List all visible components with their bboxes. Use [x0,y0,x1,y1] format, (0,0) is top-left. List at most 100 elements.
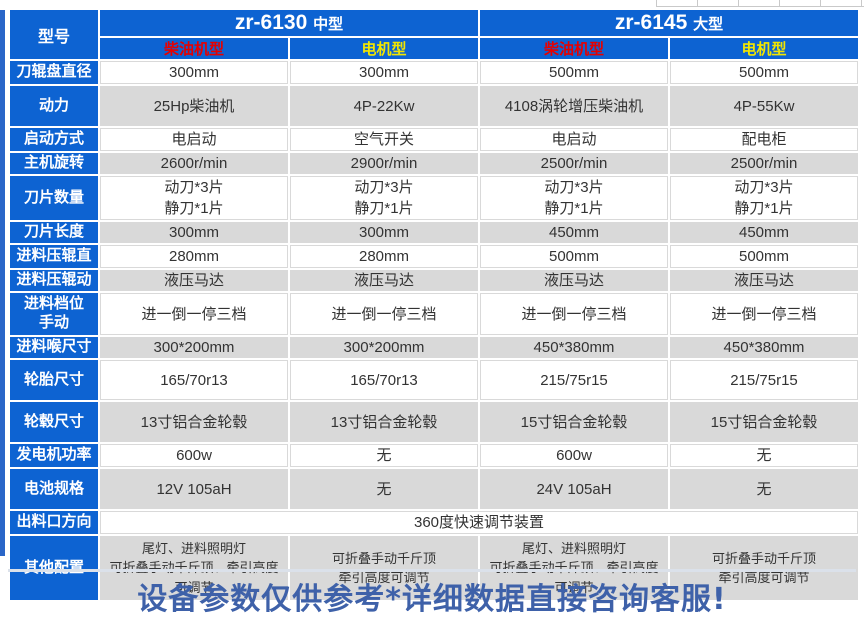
table-row: 轮胎尺寸 165/70r13 165/70r13 215/75r15 215/7… [10,360,858,400]
spec-value-cell: 450*380mm [480,337,668,358]
spec-value-cell: 300*200mm [100,337,288,358]
spec-value-cell: 13寸铝合金轮毂 [100,402,288,442]
spec-value-cell: 215/75r15 [670,360,858,400]
spec-value-cell: 配电柜 [670,128,858,151]
table-row: 进料压辊直 280mm 280mm 500mm 500mm [10,245,858,268]
spec-value-cell: 500mm [480,61,668,84]
table-row: 发电机功率 600w 无 600w 无 [10,444,858,467]
spec-value-cell: 进一倒一停三档 [100,293,288,335]
variant-header-electric: 电机型 [670,38,858,59]
variant-header-diesel: 柴油机型 [480,38,668,59]
spec-value-cell: 电启动 [480,128,668,151]
spec-row-label: 轮毂尺寸 [10,402,98,442]
model-size-tag: 大型 [693,16,724,33]
spec-row-label: 电池规格 [10,469,98,509]
spec-row-label: 启动方式 [10,128,98,151]
spec-value-cell: 4P-22Kw [290,86,478,126]
spec-value-cell: 215/75r15 [480,360,668,400]
spec-value-cell: 300mm [290,222,478,243]
gridline-tick [656,0,657,6]
table-row: 电池规格 12V 105aH 无 24V 105aH 无 [10,469,858,509]
spec-value-cell: 液压马达 [670,270,858,291]
spec-value-cell: 300*200mm [290,337,478,358]
gridline-tick [697,0,698,6]
spec-value-cell: 24V 105aH [480,469,668,509]
table-row: 进料压辊动 液压马达 液压马达 液压马达 液压马达 [10,270,858,291]
table-row: 刀片数量 动刀*3片 静刀*1片 动刀*3片 静刀*1片 动刀*3片 静刀*1片… [10,176,858,220]
table-row: 轮毂尺寸 13寸铝合金轮毂 13寸铝合金轮毂 15寸铝合金轮毂 15寸铝合金轮毂 [10,402,858,442]
spec-value-cell: 电启动 [100,128,288,151]
spec-value-cell: 动刀*3片 静刀*1片 [290,176,478,220]
corner-model-label: 型号 [10,10,98,59]
model-name: zr-6145 [614,11,688,34]
left-edge-decoration [0,10,5,556]
spec-table: 型号 zr-6130 中型 zr-6145 大型 柴油机型 电机型 柴油机型 电… [8,8,860,602]
gridline-tick [861,0,862,6]
spec-value-cell: 280mm [100,245,288,268]
spec-value-cell: 600w [480,444,668,467]
spec-row-label: 进料喉尺寸 [10,337,98,358]
spec-value-cell: 动刀*3片 静刀*1片 [100,176,288,220]
table-row: 主机旋转 2600r/min 2900r/min 2500r/min 2500r… [10,153,858,174]
spec-value-cell: 无 [670,444,858,467]
spreadsheet-gridline-artifact [656,0,864,7]
spec-value-cell: 500mm [480,245,668,268]
spec-value-cell: 25Hp柴油机 [100,86,288,126]
table-row: 其他配置 尾灯、进料照明灯 可折叠手动千斤顶、牵引高度 可调节 可折叠手动千斤顶… [10,536,858,600]
model-name: zr-6130 [234,11,308,34]
spec-row-label: 轮胎尺寸 [10,360,98,400]
spec-row-label: 发电机功率 [10,444,98,467]
spec-value-cell: 300mm [100,222,288,243]
table-bottom-edge [8,569,856,572]
gridline-tick [738,0,739,6]
spec-value-cell: 2500r/min [480,153,668,174]
spec-value-cell: 进一倒一停三档 [480,293,668,335]
spec-value-cell: 4P-55Kw [670,86,858,126]
spec-value-cell: 280mm [290,245,478,268]
spec-value-cell: 液压马达 [100,270,288,291]
spec-value-cell: 500mm [670,245,858,268]
gridline-tick [820,0,821,6]
spec-value-cell: 300mm [100,61,288,84]
model-size-tag: 中型 [313,16,344,33]
spec-row-label: 刀辊盘直径 [10,61,98,84]
spec-row-label: 动力 [10,86,98,126]
spec-value-cell: 空气开关 [290,128,478,151]
variant-header-diesel: 柴油机型 [100,38,288,59]
spec-value-cell: 600w [100,444,288,467]
spec-value-cell: 15寸铝合金轮毂 [670,402,858,442]
model-header-zr6145: zr-6145 大型 [480,10,858,36]
table-row: 出料口方向 360度快速调节装置 [10,511,858,534]
spec-value-cell: 15寸铝合金轮毂 [480,402,668,442]
spec-value-cell: 2500r/min [670,153,858,174]
spec-value-cell: 2900r/min [290,153,478,174]
table-row: 启动方式 电启动 空气开关 电启动 配电柜 [10,128,858,151]
spec-row-label: 刀片长度 [10,222,98,243]
table-row: 进料档位 手动 进一倒一停三档 进一倒一停三档 进一倒一停三档 进一倒一停三档 [10,293,858,335]
spec-row-label: 进料压辊动 [10,270,98,291]
spec-value-cell: 无 [290,444,478,467]
spec-value-cell: 450*380mm [670,337,858,358]
spec-value-cell: 450mm [670,222,858,243]
spec-value-cell: 尾灯、进料照明灯 可折叠手动千斤顶、牵引高度 可调节 [100,536,288,600]
spec-row-label: 主机旋转 [10,153,98,174]
model-header-zr6130: zr-6130 中型 [100,10,478,36]
table-row: 刀辊盘直径 300mm 300mm 500mm 500mm [10,61,858,84]
table-row: 进料喉尺寸 300*200mm 300*200mm 450*380mm 450*… [10,337,858,358]
footer-disclaimer: 设备参数仅供参考*详细数据直接咨询客服! [137,582,727,617]
spec-row-label: 进料压辊直 [10,245,98,268]
spec-value-cell: 300mm [290,61,478,84]
spec-row-label: 出料口方向 [10,511,98,534]
spec-row-label: 进料档位 手动 [10,293,98,335]
variant-header-electric: 电机型 [290,38,478,59]
spec-row-label: 刀片数量 [10,176,98,220]
spec-value-cell: 13寸铝合金轮毂 [290,402,478,442]
spec-value-cell: 12V 105aH [100,469,288,509]
spec-value-cell: 液压马达 [290,270,478,291]
spec-value-cell: 进一倒一停三档 [670,293,858,335]
spec-value-cell: 动刀*3片 静刀*1片 [480,176,668,220]
spec-value-cell: 500mm [670,61,858,84]
spec-value-cell: 可折叠手动千斤顶 牵引高度可调节 [670,536,858,600]
spec-value-cell: 无 [670,469,858,509]
spec-value-cell: 无 [290,469,478,509]
